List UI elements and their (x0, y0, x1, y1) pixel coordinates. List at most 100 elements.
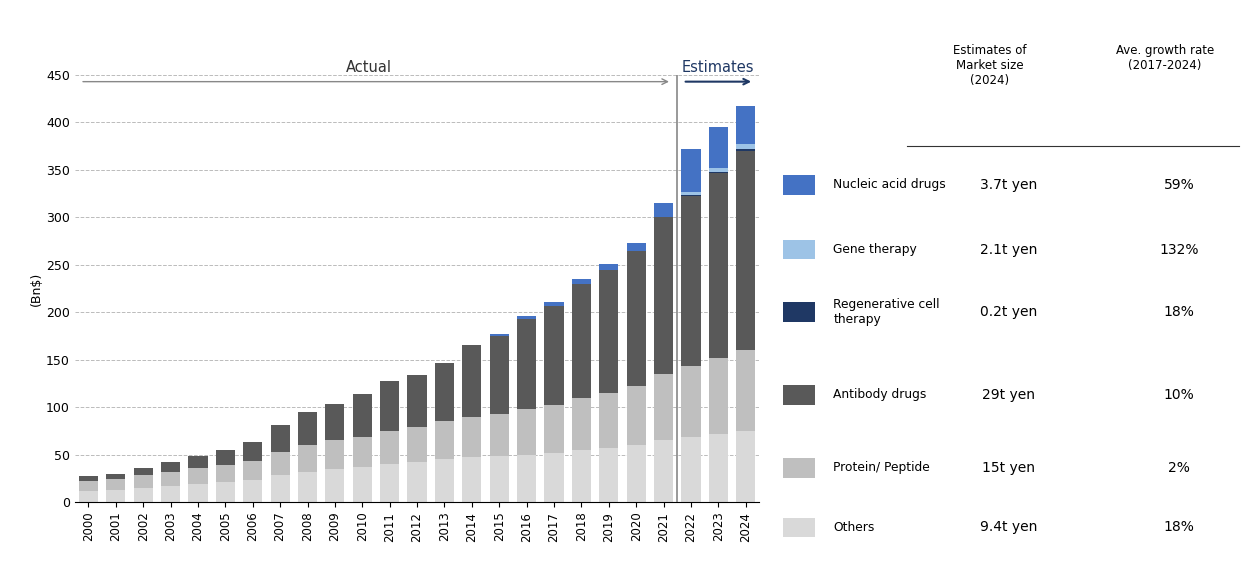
Bar (325, 404, 345, 440)
Bar (708, 172, 728, 173)
Text: Antibody drugs: Antibody drugs (833, 388, 926, 402)
Bar (407, 427, 427, 462)
Bar (783, 458, 815, 478)
Bar (407, 462, 427, 502)
Bar (352, 437, 372, 467)
Bar (325, 469, 345, 502)
Bar (462, 417, 482, 458)
Bar (78, 481, 98, 490)
Bar (544, 452, 564, 502)
Bar (133, 475, 153, 488)
Text: 2.1t yen: 2.1t yen (980, 242, 1037, 257)
Bar (407, 375, 427, 427)
Bar (544, 306, 564, 405)
Bar (708, 127, 728, 168)
Bar (380, 381, 400, 431)
Bar (489, 334, 509, 336)
Bar (736, 149, 756, 151)
Bar (106, 479, 126, 490)
Text: 18%: 18% (1164, 520, 1194, 534)
Bar (681, 149, 701, 192)
Bar (270, 475, 290, 502)
Bar (599, 264, 619, 269)
Text: Estimates: Estimates (682, 60, 754, 75)
Bar (517, 316, 537, 319)
Bar (489, 456, 509, 502)
Bar (681, 437, 701, 502)
Bar (654, 203, 674, 218)
Bar (215, 450, 235, 465)
Bar (161, 486, 181, 502)
Bar (544, 405, 564, 452)
Text: 29t yen: 29t yen (982, 388, 1035, 402)
Bar (188, 468, 208, 484)
Bar (188, 484, 208, 502)
Bar (783, 385, 815, 405)
Bar (161, 471, 181, 486)
Bar (78, 490, 98, 502)
Bar (489, 336, 509, 414)
Text: Others: Others (833, 521, 875, 534)
Bar (736, 144, 756, 149)
Bar (571, 284, 591, 398)
Bar (708, 168, 728, 172)
Bar (681, 192, 701, 194)
Text: 2%: 2% (1168, 460, 1190, 475)
Bar (681, 196, 701, 366)
Bar (161, 462, 181, 471)
Text: Gene therapy: Gene therapy (833, 243, 918, 256)
Bar (736, 151, 756, 350)
Bar (571, 279, 591, 284)
Text: 9.4t yen: 9.4t yen (980, 520, 1037, 534)
Text: 0.2t yen: 0.2t yen (980, 305, 1037, 319)
Bar (783, 518, 815, 537)
Bar (783, 302, 815, 322)
Bar (654, 374, 674, 440)
Bar (243, 480, 263, 502)
Text: Estimates of
Market size
(2024): Estimates of Market size (2024) (954, 44, 1027, 88)
Bar (352, 394, 372, 437)
Bar (681, 366, 701, 437)
Bar (106, 490, 126, 502)
Bar (736, 106, 756, 144)
Bar (783, 239, 815, 260)
Text: Protein/ Peptide: Protein/ Peptide (833, 461, 930, 474)
Bar (783, 175, 815, 194)
Text: Actual: Actual (346, 60, 392, 75)
Bar (708, 173, 728, 358)
Y-axis label: (Bn$): (Bn$) (30, 271, 44, 306)
Bar (626, 250, 646, 386)
Bar (133, 488, 153, 502)
Bar (708, 434, 728, 502)
Bar (599, 448, 619, 502)
Bar (380, 464, 400, 502)
Bar (462, 458, 482, 502)
Bar (571, 398, 591, 450)
Bar (599, 393, 619, 448)
Bar (298, 412, 317, 445)
Bar (599, 269, 619, 393)
Bar (106, 474, 126, 479)
Bar (736, 350, 756, 431)
Bar (435, 459, 454, 502)
Text: Regenerative cell
therapy: Regenerative cell therapy (833, 298, 940, 326)
Bar (380, 431, 400, 464)
Bar (654, 440, 674, 502)
Bar (517, 319, 537, 409)
Bar (243, 442, 263, 461)
Bar (435, 421, 454, 459)
Bar (571, 450, 591, 502)
Bar (462, 346, 482, 417)
Bar (626, 386, 646, 445)
Bar (215, 482, 235, 502)
Bar (435, 362, 454, 421)
Bar (626, 445, 646, 502)
Bar (270, 425, 290, 452)
Text: 10%: 10% (1164, 388, 1194, 402)
Bar (78, 477, 98, 481)
Bar (188, 456, 208, 468)
Text: Nucleic acid drugs: Nucleic acid drugs (833, 178, 946, 191)
Bar (517, 455, 537, 502)
Bar (708, 358, 728, 434)
Bar (270, 452, 290, 475)
